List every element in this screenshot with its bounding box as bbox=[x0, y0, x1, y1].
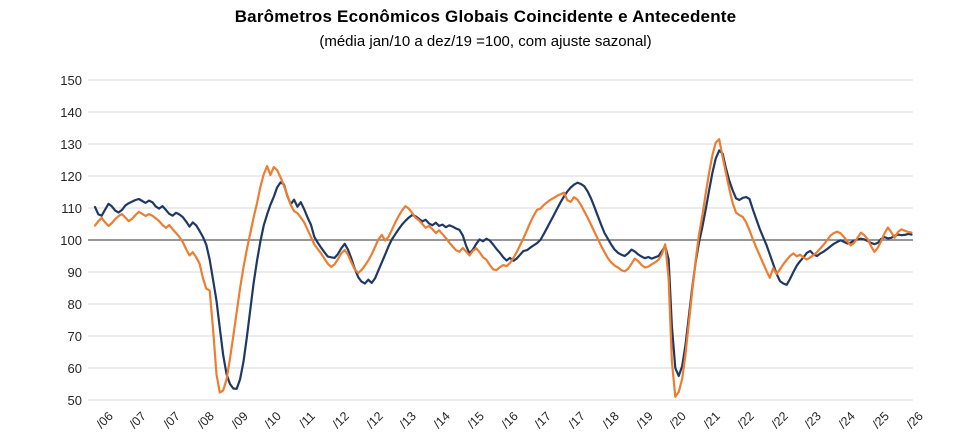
chart-subtitle: (média jan/10 a dez/19 =100, com ajuste … bbox=[319, 33, 652, 50]
y-tick-label-130: 130 bbox=[60, 136, 82, 152]
y-tick-label-100: 100 bbox=[60, 232, 82, 248]
y-tick-label-110: 110 bbox=[61, 200, 82, 216]
y-tick-label-60: 60 bbox=[67, 360, 82, 376]
gridlines bbox=[88, 79, 913, 401]
y-tick-label-120: 120 bbox=[60, 168, 82, 184]
series-line-antecedente bbox=[93, 138, 913, 398]
series-line-coincidente bbox=[93, 149, 913, 390]
chart-title: Barômetros Econômicos Globais Coincident… bbox=[234, 7, 737, 26]
y-tick-label-150: 150 bbox=[60, 72, 82, 88]
y-tick-label-70: 70 bbox=[67, 328, 82, 344]
y-tick-label-80: 80 bbox=[67, 296, 82, 312]
y-tick-label-50: 50 bbox=[67, 392, 82, 408]
series-lines bbox=[93, 138, 913, 398]
y-tick-label-90: 90 bbox=[67, 264, 82, 280]
y-tick-label-140: 140 bbox=[60, 104, 82, 120]
